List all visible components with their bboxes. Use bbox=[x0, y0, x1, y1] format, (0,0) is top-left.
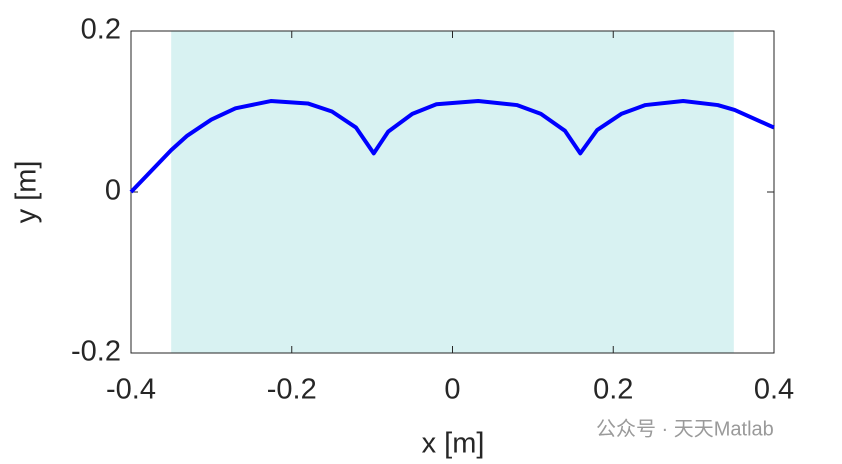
x-axis-label: x [m] bbox=[422, 428, 485, 460]
watermark: 公众号 · 天天Matlab bbox=[596, 417, 774, 440]
y-axis-label: y [m] bbox=[11, 161, 43, 224]
x-tick-label: 0 bbox=[444, 374, 460, 406]
x-tick-label: -0.2 bbox=[267, 374, 317, 406]
y-tick-label: 0.2 bbox=[81, 14, 121, 46]
y-tick-label: 0 bbox=[105, 175, 121, 207]
y-tick-label: -0.2 bbox=[71, 336, 121, 368]
x-tick-label: 0.4 bbox=[754, 374, 794, 406]
shaded-region bbox=[171, 31, 734, 353]
data-line bbox=[129, 99, 775, 194]
x-tick-label: 0.2 bbox=[593, 374, 633, 406]
x-tick-label: -0.4 bbox=[106, 374, 156, 406]
